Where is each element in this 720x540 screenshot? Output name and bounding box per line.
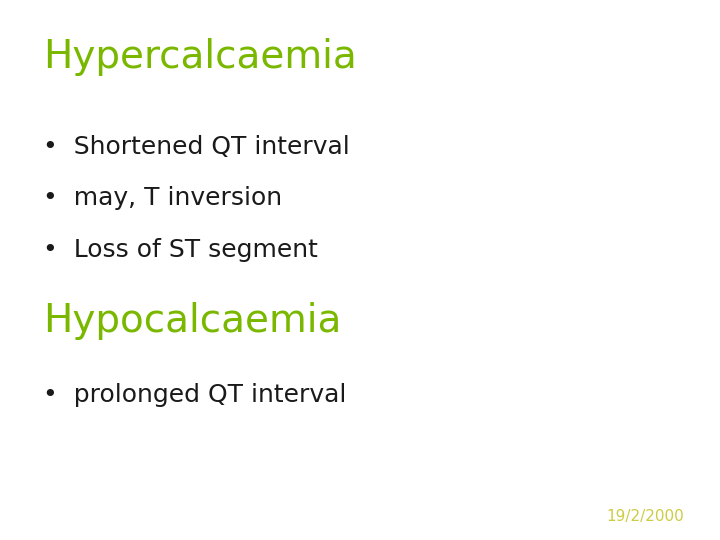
Text: Hypocalcaemia: Hypocalcaemia xyxy=(43,302,341,340)
Text: •  may, T inversion: • may, T inversion xyxy=(43,186,282,210)
Text: 19/2/2000: 19/2/2000 xyxy=(606,509,684,524)
Text: •  Loss of ST segment: • Loss of ST segment xyxy=(43,238,318,261)
Text: •  Shortened QT interval: • Shortened QT interval xyxy=(43,135,350,159)
Text: •  prolonged QT interval: • prolonged QT interval xyxy=(43,383,346,407)
Text: Hypercalcaemia: Hypercalcaemia xyxy=(43,38,357,76)
